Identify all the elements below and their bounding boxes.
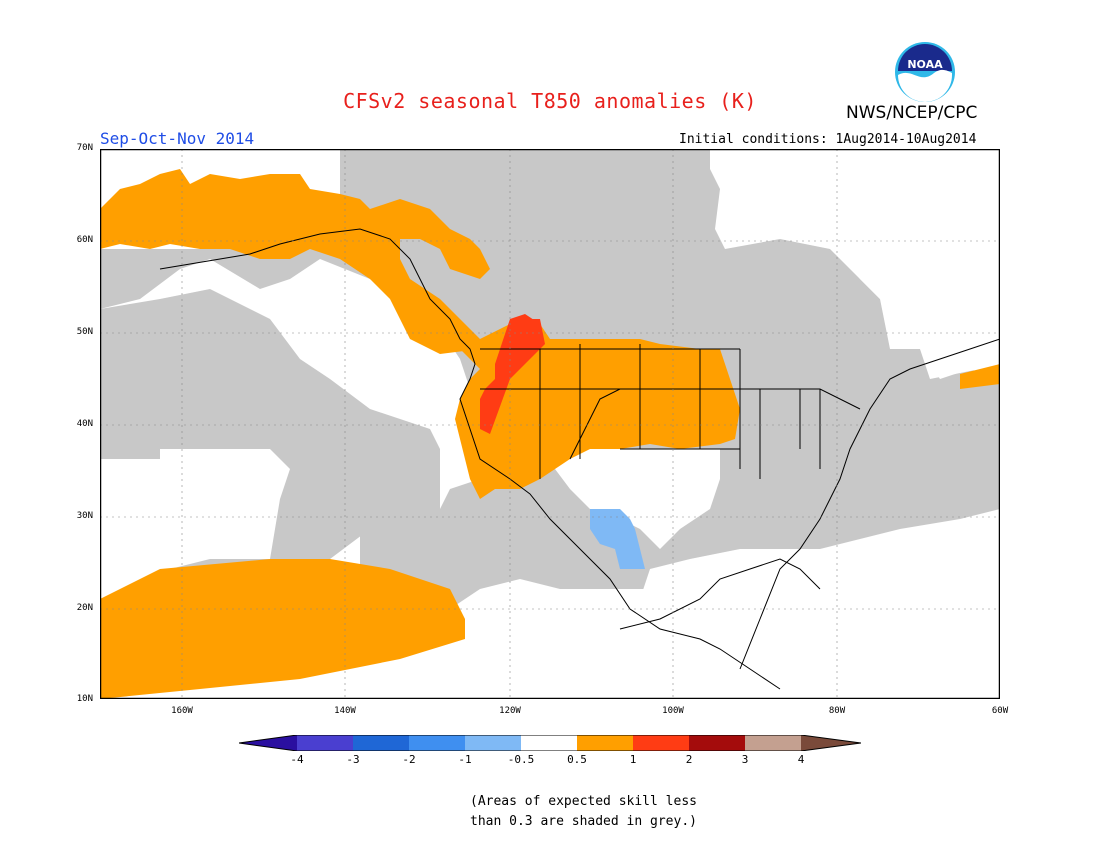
colorbar-segment-3 xyxy=(409,735,465,751)
skill-note-line-2: than 0.3 are shaded in grey.) xyxy=(470,814,697,829)
lat-label-60n: 60N xyxy=(76,235,93,245)
colorbar-segment-9 xyxy=(745,735,801,751)
skill-note: (Areas of expected skill less than 0.3 a… xyxy=(470,792,720,832)
lon-label-100w: 100W xyxy=(662,706,684,716)
colorbar-tick: -0.5 xyxy=(507,753,535,766)
lon-label-60w: 60W xyxy=(991,706,1009,716)
blue-anomaly xyxy=(590,509,645,569)
colorbar-tick: 2 xyxy=(685,753,693,766)
colorbar xyxy=(239,735,861,751)
chart-title: CFSv2 seasonal T850 anomalies (K) xyxy=(343,89,757,113)
colorbar-segment-6 xyxy=(577,735,633,751)
lon-label-120w: 120W xyxy=(499,706,521,716)
colorbar-tick: 1 xyxy=(629,753,637,766)
colorbar-segment-2 xyxy=(353,735,409,751)
season-label: Sep-Oct-Nov 2014 xyxy=(100,129,255,148)
anomaly-map xyxy=(100,149,1000,699)
colorbar-segment-4 xyxy=(465,735,521,751)
lat-label-50n: 50N xyxy=(76,327,93,337)
lat-label-10n: 10N xyxy=(76,694,93,704)
initial-conditions-label: Initial conditions: 1Aug2014-10Aug2014 xyxy=(679,132,977,147)
colorbar-tick: -3 xyxy=(346,753,360,766)
graticule xyxy=(100,149,1000,699)
lon-label-160w: 160W xyxy=(171,706,193,716)
svg-text:NOAA: NOAA xyxy=(907,58,943,71)
colorbar-segment-7 xyxy=(633,735,689,751)
skill-note-line-1: (Areas of expected skill less xyxy=(470,794,697,809)
lat-label-20n: 20N xyxy=(76,603,93,613)
lat-label-70n: 70N xyxy=(76,143,93,153)
lat-label-30n: 30N xyxy=(76,511,93,521)
colorbar-tick: -1 xyxy=(458,753,472,766)
colorbar-segment-1 xyxy=(297,735,353,751)
colorbar-tick: -4 xyxy=(290,753,304,766)
lon-label-140w: 140W xyxy=(334,706,356,716)
colorbar-tick: -2 xyxy=(402,753,416,766)
lon-label-80w: 80W xyxy=(828,706,846,716)
coastlines xyxy=(159,228,1000,690)
colorbar-tick: 4 xyxy=(797,753,805,766)
noaa-logo: NOAA xyxy=(895,42,955,102)
colorbar-segment-5 xyxy=(521,735,577,751)
lat-label-40n: 40N xyxy=(76,419,93,429)
colorbar-tick: 3 xyxy=(741,753,749,766)
red-anomaly xyxy=(480,314,545,434)
colorbar-segment-gt-4 xyxy=(801,735,861,751)
colorbar-segment-8 xyxy=(689,735,745,751)
colorbar-segment-lt-4 xyxy=(239,735,297,751)
agency-label: NWS/NCEP/CPC xyxy=(846,103,978,123)
colorbar-tick: 0.5 xyxy=(567,753,587,766)
